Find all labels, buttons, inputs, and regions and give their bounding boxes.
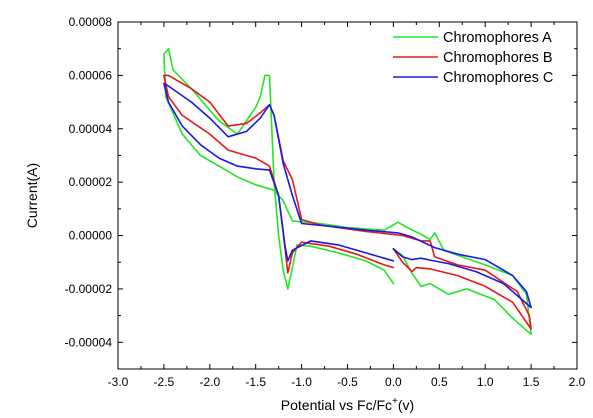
x-tick-label: -2.0 [199,375,220,389]
x-tick-label: -2.5 [154,375,175,389]
x-tick-label: 0.0 [385,375,402,389]
y-axis-title: Current(A) [24,163,40,228]
legend-label-2: Chromophores B [443,50,553,66]
series-line-1 [163,47,532,336]
x-tick-label: -1.5 [245,375,266,389]
x-tick-label: 1.5 [523,375,540,389]
x-tick-label: -1.0 [291,375,312,389]
x-axis-title-tail: (v) [398,397,414,413]
x-axis: -3.0 -2.5 -2.0 -1.5 -1.0 -0.5 0.0 0.5 1.0 1.5 2.0 [108,22,586,389]
x-axis-title-main: Potential vs Fc/Fc [281,397,392,413]
y-tick-label: 0.00002 [69,175,113,189]
legend-label-1: Chromophores A [443,30,552,46]
y-tick-label: 0.00008 [69,15,113,29]
x-tick-label: 0.5 [431,375,448,389]
legend: Chromophores A Chromophores B Chromophores… [393,30,553,86]
series-line-3 [163,82,532,309]
x-axis-title-superscript: + [392,396,398,407]
x-tick-label: -0.5 [337,375,358,389]
y-tick-label: -0.00004 [65,335,113,349]
x-axis-title: Potential vs Fc/Fc+(v) [281,396,414,413]
y-tick-label: 0.00006 [69,68,113,82]
y-axis: -0.00004 -0.00002 0.00000 0.00002 0.00004 0.0… [65,15,577,349]
y-tick-label: 0.00000 [69,229,113,243]
series-layer [163,47,532,336]
x-tick-label: 1.0 [477,375,494,389]
series-line-2 [163,74,532,330]
legend-label-3: Chromophores C [443,70,553,86]
y-tick-label: -0.00002 [65,282,113,296]
x-tick-label: 2.0 [569,375,586,389]
y-tick-label: 0.00004 [69,122,113,136]
x-tick-label: -3.0 [108,375,129,389]
